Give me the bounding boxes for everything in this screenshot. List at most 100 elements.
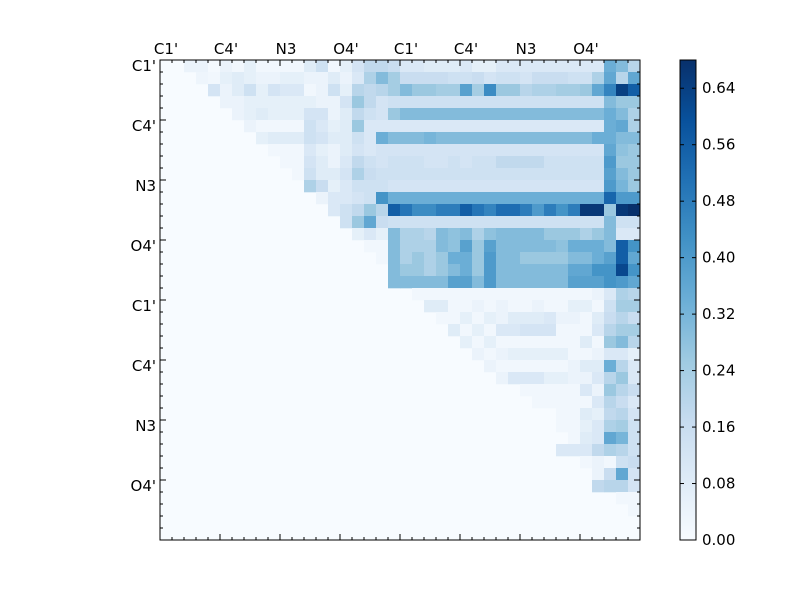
heatmap-cell bbox=[580, 396, 593, 409]
heatmap-cell bbox=[400, 168, 413, 181]
heatmap-cell bbox=[580, 72, 593, 85]
heatmap-cell bbox=[604, 288, 617, 301]
heatmap-cell bbox=[556, 252, 569, 265]
heatmap-cell bbox=[604, 120, 617, 133]
heatmap-cell bbox=[604, 324, 617, 337]
heatmap-cell bbox=[580, 192, 593, 205]
heatmap-cell bbox=[484, 96, 497, 109]
heatmap-cell bbox=[508, 252, 521, 265]
heatmap-cell bbox=[208, 84, 221, 97]
heatmap-cell bbox=[568, 396, 581, 409]
heatmap-cell bbox=[580, 180, 593, 193]
heatmap-cell bbox=[520, 276, 533, 289]
heatmap-cell bbox=[532, 336, 545, 349]
heatmap-cell bbox=[568, 348, 581, 361]
heatmap-cell bbox=[496, 180, 509, 193]
heatmap-cell bbox=[484, 180, 497, 193]
heatmap-cell bbox=[496, 240, 509, 253]
heatmap-cell bbox=[532, 60, 545, 73]
heatmap-cell bbox=[592, 240, 605, 253]
heatmap-cell bbox=[376, 108, 389, 121]
heatmap-cell bbox=[376, 204, 389, 217]
heatmap-cell bbox=[532, 276, 545, 289]
heatmap-cell bbox=[496, 216, 509, 229]
heatmap-cell bbox=[280, 144, 293, 157]
heatmap-cell bbox=[304, 132, 317, 145]
heatmap-cell bbox=[520, 264, 533, 277]
heatmap-cell bbox=[472, 132, 485, 145]
heatmap-ticks bbox=[159, 59, 641, 541]
heatmap-cell bbox=[616, 192, 629, 205]
heatmap-cell bbox=[568, 204, 581, 217]
heatmap-cell bbox=[448, 180, 461, 193]
heatmap-cell bbox=[592, 204, 605, 217]
heatmap-cell bbox=[628, 432, 641, 445]
heatmap-cell bbox=[544, 84, 557, 97]
heatmap-cell bbox=[364, 216, 377, 229]
heatmap-cell bbox=[532, 324, 545, 337]
heatmap-cell bbox=[436, 216, 449, 229]
heatmap-cell bbox=[628, 204, 641, 217]
heatmap-cell bbox=[616, 228, 629, 241]
heatmap-cell bbox=[592, 384, 605, 397]
heatmap-cell bbox=[580, 312, 593, 325]
heatmap-cell bbox=[604, 276, 617, 289]
heatmap-cell bbox=[328, 84, 341, 97]
heatmap-cell bbox=[532, 288, 545, 301]
heatmap-cell bbox=[580, 132, 593, 145]
heatmap-cell bbox=[340, 60, 353, 73]
heatmap-cell bbox=[472, 204, 485, 217]
heatmap-cell bbox=[436, 192, 449, 205]
heatmap-cell bbox=[304, 60, 317, 73]
heatmap-cell bbox=[628, 132, 641, 145]
heatmap-cell bbox=[556, 120, 569, 133]
heatmap-cell bbox=[580, 264, 593, 277]
heatmap-cell bbox=[616, 312, 629, 325]
heatmap-cell bbox=[424, 288, 437, 301]
heatmap-cell bbox=[556, 228, 569, 241]
heatmap-cell bbox=[628, 480, 641, 493]
heatmap-cell bbox=[580, 144, 593, 157]
heatmap-cell bbox=[400, 240, 413, 253]
heatmap-cell bbox=[316, 96, 329, 109]
heatmap-cell bbox=[580, 456, 593, 469]
heatmap-cell bbox=[448, 120, 461, 133]
heatmap-cell bbox=[436, 276, 449, 289]
heatmap-cell bbox=[484, 84, 497, 97]
heatmap-cell bbox=[520, 72, 533, 85]
heatmap-cell bbox=[616, 120, 629, 133]
heatmap-cell bbox=[592, 180, 605, 193]
heatmap-cell bbox=[580, 444, 593, 457]
heatmap-cell bbox=[628, 288, 641, 301]
y-tick-labels: C1' C4' N3 O4' C1' C4' N3 O4' bbox=[131, 57, 156, 495]
heatmap-cell bbox=[472, 288, 485, 301]
heatmap-cell bbox=[580, 216, 593, 229]
heatmap-cell bbox=[424, 156, 437, 169]
heatmap-cell bbox=[472, 324, 485, 337]
heatmap-cell bbox=[448, 228, 461, 241]
heatmap-cell bbox=[616, 492, 629, 505]
heatmap-cell bbox=[436, 84, 449, 97]
heatmap-cell bbox=[424, 252, 437, 265]
heatmap-cell bbox=[604, 228, 617, 241]
heatmap-cell bbox=[484, 192, 497, 205]
heatmap-cell bbox=[532, 300, 545, 313]
heatmap-cell bbox=[328, 96, 341, 109]
heatmap-cell bbox=[580, 276, 593, 289]
heatmap-cell bbox=[244, 96, 257, 109]
x-tick-label: C4' bbox=[454, 40, 478, 58]
heatmap-cell bbox=[340, 132, 353, 145]
heatmap-cell bbox=[424, 300, 437, 313]
heatmap-cell bbox=[352, 120, 365, 133]
heatmap-cell bbox=[400, 180, 413, 193]
heatmap-cell bbox=[520, 60, 533, 73]
heatmap-cell bbox=[328, 60, 341, 73]
heatmap-cell bbox=[592, 72, 605, 85]
heatmap-cell bbox=[400, 60, 413, 73]
heatmap-cell bbox=[376, 120, 389, 133]
heatmap-cell bbox=[580, 432, 593, 445]
heatmap-cell bbox=[520, 288, 533, 301]
heatmap-cell bbox=[400, 120, 413, 133]
heatmap-cell bbox=[244, 120, 257, 133]
heatmap-cell bbox=[472, 120, 485, 133]
